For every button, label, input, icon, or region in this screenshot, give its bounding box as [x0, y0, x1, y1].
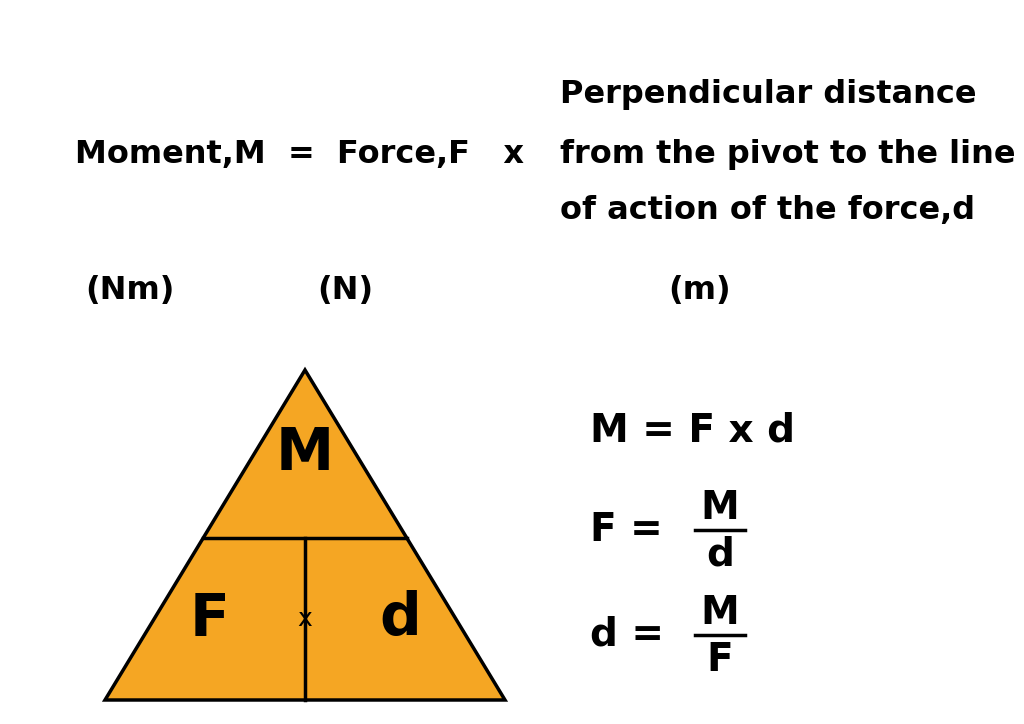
Text: d =: d =: [590, 616, 678, 654]
Text: x: x: [298, 607, 312, 631]
Text: M: M: [700, 489, 739, 527]
Text: Perpendicular distance: Perpendicular distance: [560, 80, 977, 111]
Text: Moment,M  =  Force,F   x: Moment,M = Force,F x: [75, 140, 524, 170]
Text: F =: F =: [590, 511, 676, 549]
Text: (N): (N): [317, 274, 373, 306]
Text: (Nm): (Nm): [85, 274, 175, 306]
Polygon shape: [105, 370, 505, 700]
Text: M: M: [700, 594, 739, 632]
Text: F: F: [190, 591, 230, 647]
Text: of action of the force,d: of action of the force,d: [560, 195, 975, 225]
Text: d: d: [707, 536, 734, 574]
Text: from the pivot to the line: from the pivot to the line: [560, 140, 1016, 170]
Text: M = F x d: M = F x d: [590, 411, 795, 449]
Text: M: M: [275, 426, 334, 482]
Text: F: F: [707, 641, 733, 679]
Text: d: d: [379, 591, 421, 647]
Text: (m): (m): [669, 274, 731, 306]
